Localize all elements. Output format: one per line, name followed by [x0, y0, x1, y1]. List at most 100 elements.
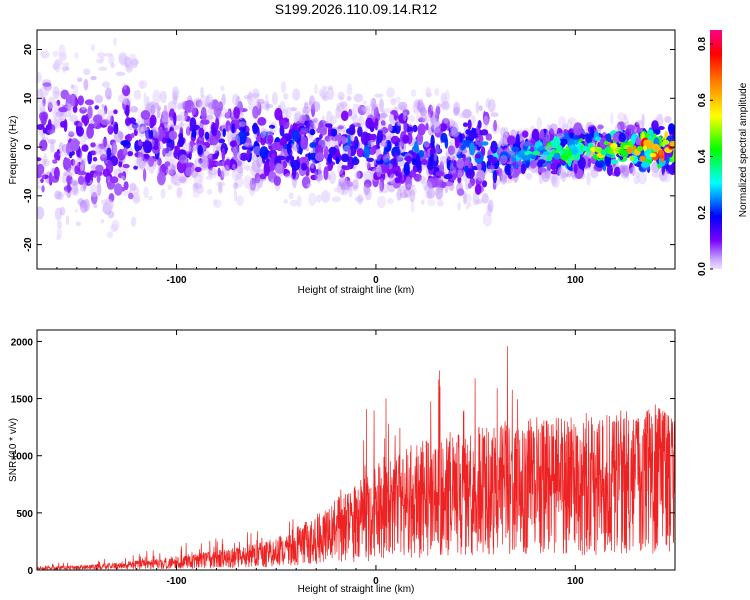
- spectrogram-cell: [398, 101, 408, 111]
- spectrogram-cell: [467, 182, 472, 189]
- spectrogram-cell: [423, 141, 430, 148]
- spectrogram-cell: [413, 140, 419, 153]
- spectrogram-cell: [56, 191, 64, 201]
- spectrogram-cell: [204, 131, 210, 140]
- spectrogram-cell: [487, 199, 494, 213]
- spectrogram-cell: [363, 183, 371, 195]
- spectrogram-cell: [72, 158, 77, 167]
- spectrogram-cells: [37, 37, 675, 241]
- spectrogram-cell: [475, 177, 482, 186]
- spectrogram-cell: [308, 100, 313, 105]
- spectrogram-cell: [194, 182, 203, 189]
- spectrogram-cell: [199, 159, 209, 171]
- spectrogram-cell: [192, 182, 199, 192]
- spectrogram-cell: [623, 114, 628, 121]
- spectrogram-cell: [548, 128, 555, 141]
- spectrogram-cell: [54, 207, 63, 221]
- spectrogram-cell: [231, 123, 235, 133]
- spectrogram-cell: [499, 155, 508, 164]
- spectrogram-cell: [106, 147, 112, 158]
- spectrogram-cell: [52, 159, 58, 164]
- spectrogram-cell: [164, 123, 169, 129]
- spectrogram-cell: [90, 44, 95, 52]
- spectrogram-cell: [102, 168, 111, 177]
- spectrogram-cell: [177, 114, 186, 122]
- spectrogram-cell: [37, 124, 45, 130]
- spectrogram-cell: [364, 187, 372, 201]
- spectrogram-cell: [53, 90, 61, 96]
- spectrogram-cell: [475, 198, 484, 205]
- spectrogram-cell: [229, 159, 238, 171]
- spectrogram-cell: [308, 192, 317, 207]
- spectrogram-cell: [161, 110, 169, 121]
- spectrogram-cell: [171, 165, 176, 179]
- spectrogram-y-tick-label: 20: [23, 44, 34, 56]
- spectrogram-cell: [274, 162, 283, 174]
- spectrogram-cell: [204, 114, 214, 120]
- spectrogram-cell: [520, 163, 526, 175]
- spectrogram-cell: [58, 44, 66, 57]
- spectrogram-cell: [279, 137, 287, 146]
- spectrogram-cell: [234, 119, 242, 129]
- spectrogram-cell: [372, 168, 381, 173]
- spectrogram-cell: [329, 170, 336, 185]
- spectrogram-cell: [380, 120, 386, 126]
- spectrogram-cell: [378, 181, 383, 194]
- spectrogram-cell: [235, 174, 242, 180]
- spectrogram-cell: [510, 168, 520, 178]
- spectrogram-cell: [283, 107, 288, 115]
- spectrogram-cell: [193, 173, 202, 184]
- spectrogram-cell: [167, 100, 177, 112]
- spectrogram-cell: [318, 88, 328, 98]
- spectrogram-cell: [218, 138, 226, 144]
- spectrogram-cell: [185, 105, 193, 113]
- spectrogram-cell: [340, 191, 345, 196]
- spectrogram-cell: [100, 119, 111, 126]
- spectrogram-cell: [375, 148, 382, 162]
- spectrogram-cell: [413, 99, 421, 109]
- spectrogram-cell: [61, 174, 68, 184]
- spectrogram-cell: [356, 170, 364, 179]
- spectrogram-cell: [111, 219, 120, 231]
- spectrogram-cell: [263, 162, 270, 177]
- spectrogram-cell: [567, 117, 577, 125]
- spectrogram-cell: [616, 121, 627, 131]
- spectrogram-cell: [130, 132, 135, 139]
- spectrogram-cell: [160, 188, 166, 199]
- spectrogram-cell: [123, 96, 132, 106]
- spectrogram-cell: [206, 188, 213, 195]
- spectrogram-cell: [143, 140, 151, 154]
- spectrogram-cell: [352, 103, 360, 109]
- spectrogram-cell: [511, 153, 516, 163]
- spectrogram-cell: [200, 86, 204, 98]
- spectrogram-cell: [106, 175, 111, 183]
- spectrogram-cell: [303, 102, 309, 110]
- spectrogram-cell: [485, 133, 493, 141]
- spectrogram-cell: [176, 159, 187, 174]
- spectrogram-cell: [633, 176, 640, 185]
- spectrogram-cell: [317, 161, 322, 175]
- spectrogram-cell: [40, 178, 44, 184]
- spectrogram-cell: [314, 83, 318, 95]
- spectrogram-cell: [47, 101, 53, 113]
- spectrogram-cell: [161, 137, 167, 144]
- spectrogram-cell: [161, 109, 171, 118]
- spectrogram-y-tick-label: -10: [23, 188, 34, 203]
- spectrogram-cell: [265, 100, 270, 112]
- spectrogram-cell: [669, 141, 675, 148]
- spectrogram-cell: [549, 123, 559, 135]
- spectrogram-cell: [320, 190, 331, 203]
- spectrogram-cell: [309, 163, 316, 174]
- spectrogram-cell: [177, 122, 187, 127]
- spectrogram-cell: [291, 159, 300, 171]
- spectrogram-cell: [179, 154, 188, 164]
- spectrogram-cell: [339, 169, 346, 178]
- spectrogram-cell: [319, 120, 324, 128]
- spectrogram-cell: [209, 113, 213, 126]
- spectrogram-cell: [53, 151, 61, 161]
- spectrogram-cell: [232, 145, 240, 159]
- spectrogram-cell: [635, 137, 642, 146]
- spectrogram-cell: [433, 120, 441, 134]
- spectrogram-cell: [110, 62, 115, 69]
- spectrogram-cell: [136, 118, 141, 131]
